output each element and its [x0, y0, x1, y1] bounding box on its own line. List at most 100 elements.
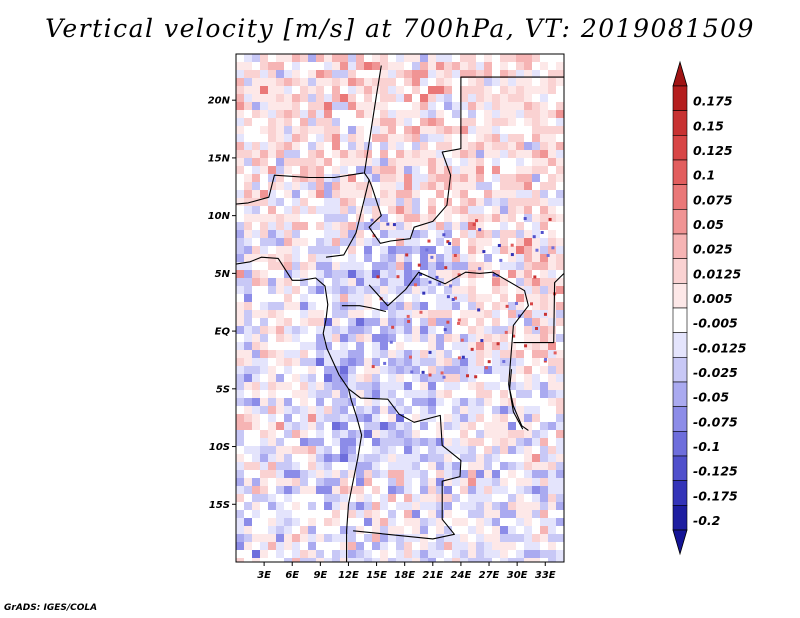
field-cell — [452, 510, 461, 519]
field-cell — [492, 54, 501, 63]
field-cell — [252, 262, 261, 271]
field-cell — [404, 238, 413, 247]
field-cell — [404, 486, 413, 495]
field-cell — [388, 478, 397, 487]
field-spot — [553, 351, 557, 355]
field-cell — [260, 78, 269, 87]
field-cell — [300, 206, 309, 215]
field-cell — [452, 430, 461, 439]
field-cell — [556, 534, 564, 543]
field-cell — [260, 238, 269, 247]
field-cell — [516, 494, 525, 503]
field-cell — [468, 126, 477, 135]
field-cell — [340, 486, 349, 495]
field-cell — [316, 222, 325, 231]
field-cell — [348, 462, 357, 471]
field-cell — [468, 70, 477, 79]
field-spot — [480, 339, 484, 343]
field-cell — [292, 278, 301, 287]
field-cell — [436, 270, 445, 279]
field-cell — [380, 478, 389, 487]
field-cell — [492, 230, 501, 239]
colorbar-level-label: 0.15 — [693, 118, 724, 133]
field-cell — [268, 486, 277, 495]
field-cell — [468, 150, 477, 159]
field-cell — [460, 454, 469, 463]
field-cell — [388, 54, 397, 63]
field-cell — [276, 526, 285, 535]
field-cell — [252, 286, 261, 295]
field-cell — [340, 206, 349, 215]
field-cell — [540, 126, 549, 135]
field-cell — [388, 454, 397, 463]
field-cell — [460, 134, 469, 143]
field-cell — [452, 198, 461, 207]
field-cell — [324, 470, 333, 479]
field-cell — [444, 126, 453, 135]
field-cell — [492, 302, 501, 311]
field-cell — [556, 198, 564, 207]
field-cell — [388, 262, 397, 271]
field-spot — [370, 218, 374, 222]
field-spot — [478, 267, 482, 271]
field-cell — [548, 406, 557, 415]
field-cell — [308, 334, 317, 343]
field-cell — [468, 510, 477, 519]
field-cell — [260, 358, 269, 367]
field-cell — [372, 270, 381, 279]
field-cell — [292, 358, 301, 367]
field-cell — [284, 318, 293, 327]
field-cell — [284, 542, 293, 551]
field-cell — [372, 462, 381, 471]
colorbar-swatch — [672, 480, 688, 506]
field-cell — [492, 526, 501, 535]
field-cell — [388, 438, 397, 447]
field-cell — [412, 158, 421, 167]
field-cell — [284, 246, 293, 255]
field-cell — [292, 494, 301, 503]
field-cell — [548, 398, 557, 407]
field-cell — [420, 422, 429, 431]
field-cell — [244, 374, 253, 383]
field-cell — [396, 294, 405, 303]
field-cell — [292, 342, 301, 351]
field-cell — [252, 350, 261, 359]
field-cell — [468, 214, 477, 223]
field-spot — [454, 296, 458, 300]
field-cell — [540, 430, 549, 439]
field-cell — [468, 118, 477, 127]
field-cell — [284, 254, 293, 263]
field-cell — [428, 470, 437, 479]
field-cell — [340, 158, 349, 167]
field-cell — [332, 374, 341, 383]
field-cell — [340, 494, 349, 503]
field-cell — [380, 550, 389, 559]
field-cell — [324, 198, 333, 207]
field-cell — [524, 166, 533, 175]
field-cell — [428, 550, 437, 559]
field-cell — [300, 422, 309, 431]
field-cell — [380, 246, 389, 255]
field-cell — [468, 374, 477, 383]
field-spot — [376, 275, 380, 279]
field-cell — [276, 54, 285, 63]
field-cell — [292, 406, 301, 415]
field-cell — [388, 398, 397, 407]
field-cell — [444, 542, 453, 551]
field-cell — [484, 382, 493, 391]
field-cell — [508, 262, 517, 271]
field-cell — [412, 534, 421, 543]
field-cell — [260, 302, 269, 311]
field-cell — [500, 518, 509, 527]
field-cell — [460, 326, 469, 335]
field-cell — [292, 486, 301, 495]
field-cell — [556, 62, 564, 71]
field-cell — [332, 318, 341, 327]
field-cell — [396, 190, 405, 199]
field-cell — [380, 102, 389, 111]
field-cell — [548, 342, 557, 351]
field-cell — [508, 486, 517, 495]
field-cell — [532, 342, 541, 351]
field-cell — [260, 262, 269, 271]
field-cell — [532, 286, 541, 295]
